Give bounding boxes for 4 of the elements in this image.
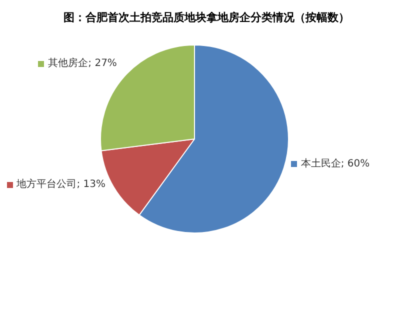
chart-title: 图：合肥首次土拍竞品质地块拿地房企分类情况（按幅数） <box>64 10 350 24</box>
legend-label: 地方平台公司; 13% <box>16 178 106 190</box>
legend-label: 本土民企; 60% <box>300 158 370 170</box>
legend-label: 其他房企; 27% <box>48 57 117 70</box>
